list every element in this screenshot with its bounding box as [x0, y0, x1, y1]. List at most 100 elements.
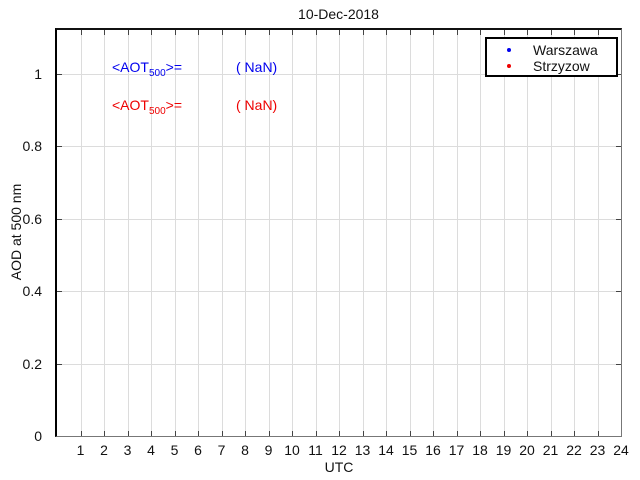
x-tick-label: 15	[401, 442, 418, 458]
annotation-strzyzow-mean: <AOT500>= ( NaN)	[112, 97, 352, 117]
x-tick-mark	[574, 30, 575, 35]
x-tick-mark	[597, 30, 599, 35]
gridline-horizontal	[57, 73, 621, 75]
x-tick-label: 7	[217, 442, 226, 458]
x-tick-mark	[480, 30, 481, 35]
legend: Warszawa Strzyzow	[485, 37, 618, 77]
x-tick-mark	[339, 30, 340, 35]
x-tick-label: 18	[472, 442, 488, 458]
x-tick-mark	[292, 30, 293, 35]
gridline-vertical	[127, 30, 129, 436]
x-tick-mark	[550, 30, 552, 35]
x-tick-mark	[527, 30, 528, 35]
x-tick-label: 4	[147, 442, 155, 458]
x-tick-mark	[433, 30, 434, 35]
gridline-vertical	[362, 30, 364, 436]
y-tick-mark	[616, 218, 621, 220]
gridline-horizontal	[57, 218, 621, 220]
annotation-strzyzow-value: ( NaN)	[236, 97, 278, 113]
x-tick-mark	[104, 431, 105, 436]
annotation-strzyzow-label: <AOT500>=	[112, 97, 183, 117]
y-tick-mark	[57, 73, 62, 75]
subscript-500: 500	[148, 67, 166, 79]
x-tick-label: 8	[241, 442, 249, 458]
gridline-vertical	[550, 30, 552, 436]
x-tick-mark	[80, 30, 82, 35]
y-tick-mark	[616, 291, 621, 293]
gridline-vertical	[198, 30, 199, 436]
gridline-vertical	[597, 30, 599, 436]
x-axis-label: UTC	[324, 459, 354, 475]
y-tick-label: 0.4	[22, 283, 42, 300]
gridline-horizontal	[57, 146, 621, 148]
x-tick-mark	[127, 431, 129, 436]
x-tick-label: 3	[123, 442, 132, 458]
x-tick-label: 20	[519, 442, 535, 458]
gridline-vertical	[409, 30, 411, 436]
x-tick-mark	[362, 30, 364, 35]
x-tick-label: 23	[589, 442, 606, 458]
x-tick-mark	[433, 431, 434, 436]
y-tick-label: 0.2	[22, 355, 42, 372]
y-tick-mark	[57, 218, 62, 220]
gridline-vertical	[80, 30, 82, 436]
x-tick-label: 10	[284, 442, 300, 458]
x-tick-label: 17	[448, 442, 465, 458]
x-tick-mark	[221, 431, 223, 436]
x-tick-label: 13	[354, 442, 371, 458]
legend-item-strzyzow: Strzyzow	[487, 58, 616, 74]
y-tick-mark	[57, 146, 62, 148]
legend-label: Warszawa	[533, 42, 598, 58]
x-tick-label: 2	[100, 442, 108, 458]
x-tick-mark	[339, 431, 340, 436]
x-tick-label: 1	[76, 442, 85, 458]
x-tick-label: 9	[264, 442, 273, 458]
x-tick-mark	[174, 30, 176, 35]
x-tick-label: 11	[308, 442, 323, 458]
gridline-vertical	[104, 30, 105, 436]
gridline-horizontal	[57, 363, 621, 365]
x-tick-mark	[315, 30, 317, 35]
gridline-vertical	[503, 30, 505, 436]
plot-area: <AOT500>= ( NaN) <AOT500>= ( NaN) Warsza…	[55, 28, 622, 437]
y-tick-mark	[57, 291, 62, 293]
x-tick-mark	[198, 431, 199, 436]
x-tick-label: 14	[378, 442, 394, 458]
x-tick-label: 24	[613, 442, 629, 458]
gridline-vertical	[480, 30, 481, 436]
x-tick-mark	[151, 431, 152, 436]
chart-title: 10-Dec-2018	[298, 6, 379, 22]
x-tick-mark	[268, 431, 270, 436]
gridline-vertical	[268, 30, 270, 436]
x-tick-mark	[480, 431, 481, 436]
x-tick-mark	[221, 30, 223, 35]
y-tick-label: 0.6	[22, 210, 42, 227]
x-tick-mark	[527, 431, 528, 436]
x-tick-mark	[503, 30, 505, 35]
x-axis-tick-labels: 1 2 3 4 5 6 7 8 9 10 11 12 13 14 15 16 17 18 19 20 21 22 23 24	[57, 442, 629, 458]
x-tick-mark	[174, 431, 176, 436]
gridline-vertical	[339, 30, 340, 436]
y-tick-mark	[616, 146, 621, 148]
x-tick-mark	[315, 431, 317, 436]
y-tick-label: 1	[34, 65, 42, 82]
x-tick-mark	[198, 30, 199, 35]
dot-icon	[507, 48, 511, 52]
annotation-warszawa-value: ( NaN)	[236, 59, 278, 75]
dot-icon	[507, 64, 511, 68]
x-tick-mark	[503, 431, 505, 436]
annotation-warszawa-mean: <AOT500>= ( NaN)	[112, 59, 352, 79]
x-tick-label: 22	[566, 442, 582, 458]
gridline-vertical	[151, 30, 152, 436]
x-tick-mark	[409, 30, 411, 35]
gridline-vertical	[527, 30, 528, 436]
x-tick-mark	[292, 431, 293, 436]
y-tick-label: 0	[34, 428, 42, 444]
legend-label: Strzyzow	[533, 58, 590, 74]
gridline-vertical	[221, 30, 223, 436]
x-tick-label: 12	[331, 442, 347, 458]
x-tick-mark	[80, 431, 82, 436]
x-tick-mark	[456, 431, 458, 436]
x-tick-mark	[245, 431, 246, 436]
